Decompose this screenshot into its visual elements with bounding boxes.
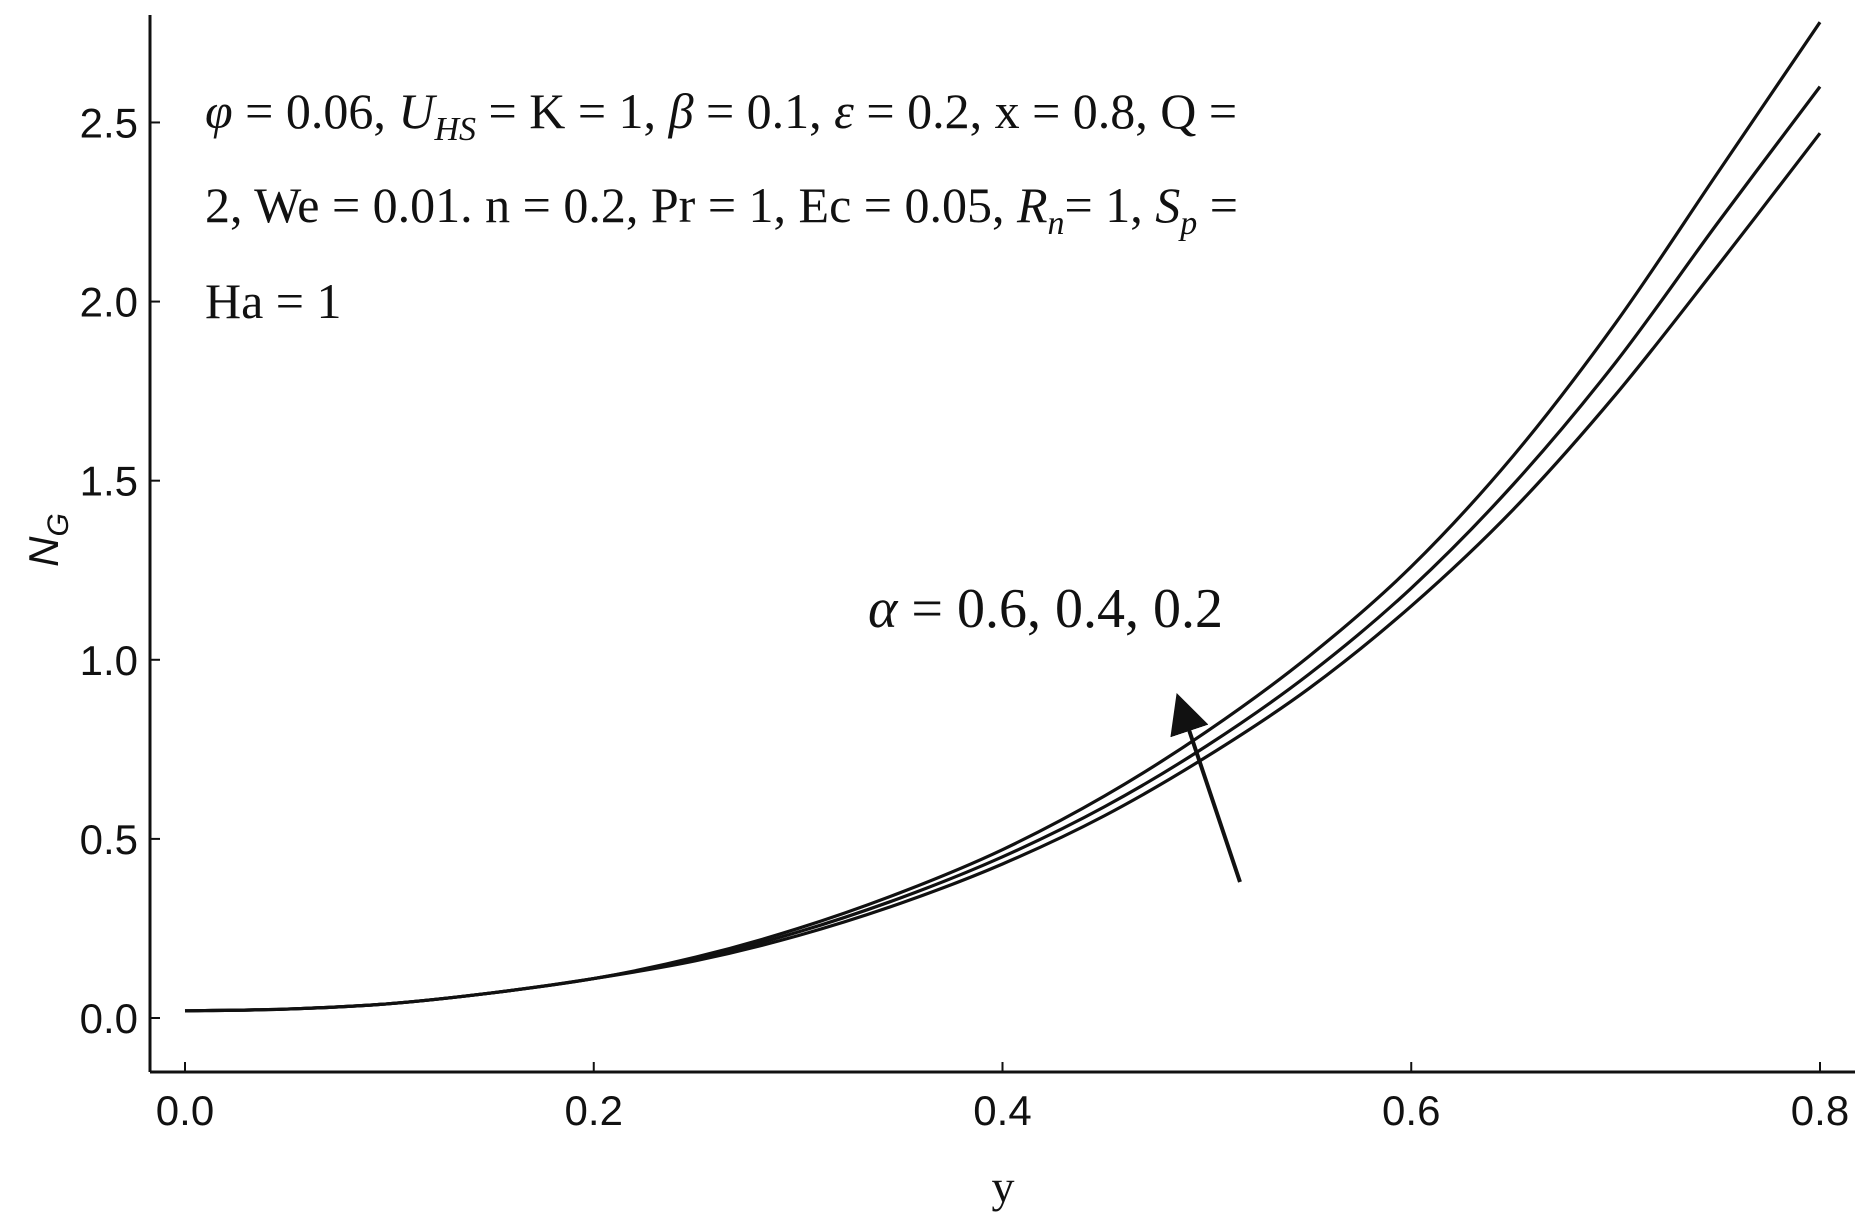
parameter-segment: = K = 1, bbox=[476, 83, 669, 139]
alpha-symbol: α bbox=[868, 578, 899, 640]
y-tick-label: 2.0 bbox=[80, 279, 138, 326]
parameter-segment: U bbox=[398, 83, 437, 139]
parameter-segment: 2, We = 0.01. n = 0.2, Pr = 1, Ec = 0.05… bbox=[205, 177, 1017, 233]
parameter-segment: = 0.2, x = 0.8, Q = bbox=[854, 83, 1237, 139]
x-tick-label: 0.8 bbox=[1791, 1087, 1849, 1134]
parameter-line-2: 2, We = 0.01. n = 0.2, Pr = 1, Ec = 0.05… bbox=[205, 177, 1238, 242]
parameter-segment: φ bbox=[205, 83, 233, 139]
y-axis-label-sub: G bbox=[42, 513, 75, 536]
parameter-segment: = 0.1, bbox=[693, 83, 834, 139]
x-axis-label: y bbox=[992, 1161, 1015, 1212]
alpha-values: = 0.6, 0.4, 0.2 bbox=[897, 578, 1223, 640]
parameter-segment: = bbox=[1197, 177, 1238, 233]
parameter-segment: ε bbox=[834, 83, 854, 139]
trend-arrow bbox=[1170, 693, 1242, 883]
parameter-segment: p bbox=[1178, 205, 1197, 242]
x-ticks: 0.0 0.2 0.4 0.6 0.8 bbox=[156, 1062, 1849, 1134]
parameter-line-1: φ = 0.06, UHS​ = K = 1, β = 0.1, ε = 0.2… bbox=[205, 83, 1237, 148]
y-tick-label: 0.0 bbox=[80, 995, 138, 1042]
y-axis-label: NG bbox=[20, 513, 75, 567]
series-line-3 bbox=[184, 132, 1822, 1013]
parameter-segment: β bbox=[668, 83, 694, 139]
parameter-segment: R bbox=[1016, 177, 1048, 233]
x-tick-label: 0.4 bbox=[973, 1087, 1031, 1134]
parameter-segment: HS bbox=[433, 111, 476, 148]
parameter-segment: Ha = 1 bbox=[205, 273, 342, 329]
x-tick-label: 0.2 bbox=[565, 1087, 623, 1134]
parameter-segment: = 0.06, bbox=[233, 83, 399, 139]
y-ticks: 0.0 0.5 1.0 1.5 2.0 2.5 bbox=[80, 99, 160, 1042]
parameter-line-3: Ha = 1 bbox=[205, 273, 342, 329]
x-tick-label: 0.6 bbox=[1382, 1087, 1440, 1134]
y-tick-label: 2.5 bbox=[80, 99, 138, 146]
y-axis-label-main: N bbox=[20, 536, 67, 567]
parameter-segment: S bbox=[1155, 177, 1180, 233]
axes bbox=[148, 15, 1855, 1074]
parameter-legend: φ = 0.06, UHS​ = K = 1, β = 0.1, ε = 0.2… bbox=[205, 83, 1238, 329]
y-tick-label: 0.5 bbox=[80, 816, 138, 863]
curves bbox=[184, 21, 1822, 1013]
y-tick-label: 1.0 bbox=[80, 637, 138, 684]
x-tick-label: 0.0 bbox=[156, 1087, 214, 1134]
y-tick-label: 1.5 bbox=[80, 458, 138, 505]
alpha-annotation: α = 0.6, 0.4, 0.2 bbox=[868, 578, 1223, 640]
parameter-segment: = 1, bbox=[1065, 177, 1156, 233]
parameter-segment: n bbox=[1048, 205, 1065, 242]
